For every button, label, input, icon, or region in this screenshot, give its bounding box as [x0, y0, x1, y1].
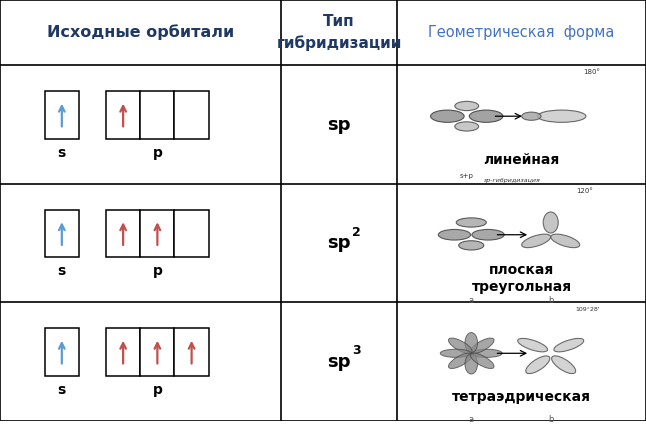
- Ellipse shape: [456, 218, 486, 227]
- Ellipse shape: [472, 230, 505, 240]
- Ellipse shape: [459, 241, 484, 250]
- Ellipse shape: [517, 338, 548, 352]
- Text: sp: sp: [328, 353, 351, 371]
- Text: sp: sp: [328, 116, 351, 133]
- Text: 120°: 120°: [577, 188, 594, 194]
- Text: Исходные орбитали: Исходные орбитали: [47, 25, 234, 40]
- Bar: [140, 91, 174, 139]
- Text: Тип
гибридизации: Тип гибридизации: [276, 14, 402, 51]
- Ellipse shape: [470, 353, 494, 368]
- Text: p: p: [152, 383, 162, 397]
- Text: sp: sp: [328, 234, 351, 252]
- Ellipse shape: [448, 338, 472, 354]
- Text: a: a: [469, 415, 474, 424]
- Text: 109°28': 109°28': [576, 307, 600, 312]
- Bar: [140, 329, 174, 376]
- Ellipse shape: [469, 110, 503, 122]
- Text: тетраэдрическая: тетраэдрическая: [452, 390, 591, 404]
- Bar: [106, 329, 140, 376]
- Text: 180°: 180°: [583, 69, 600, 75]
- Text: p: p: [152, 264, 162, 278]
- Ellipse shape: [543, 212, 558, 233]
- Ellipse shape: [465, 333, 477, 353]
- Bar: [174, 210, 209, 257]
- Ellipse shape: [522, 234, 550, 248]
- Text: a: a: [469, 296, 474, 305]
- Ellipse shape: [441, 349, 472, 357]
- Bar: [45, 210, 79, 257]
- Bar: [174, 329, 209, 376]
- Ellipse shape: [554, 338, 584, 352]
- Bar: [45, 329, 79, 376]
- Text: s: s: [57, 264, 66, 278]
- Text: b: b: [548, 415, 554, 424]
- Text: s+p: s+p: [460, 173, 474, 179]
- Text: Геометрическая  форма: Геометрическая форма: [428, 25, 615, 40]
- Text: s: s: [57, 383, 66, 397]
- Ellipse shape: [537, 110, 586, 122]
- Ellipse shape: [465, 354, 477, 374]
- Text: b: b: [548, 296, 554, 305]
- Text: 3: 3: [352, 344, 361, 357]
- Text: плоская
треугольная: плоская треугольная: [472, 263, 572, 294]
- Bar: [140, 210, 174, 257]
- Ellipse shape: [455, 122, 479, 131]
- Bar: [106, 91, 140, 139]
- Ellipse shape: [448, 353, 472, 368]
- Ellipse shape: [431, 110, 464, 122]
- Ellipse shape: [526, 356, 550, 374]
- Bar: [45, 91, 79, 139]
- Ellipse shape: [551, 234, 579, 248]
- Bar: [174, 91, 209, 139]
- Ellipse shape: [470, 338, 494, 354]
- Text: 2: 2: [352, 226, 361, 239]
- Bar: [106, 210, 140, 257]
- Text: sp-гибридизация: sp-гибридизация: [484, 178, 540, 182]
- Text: p: p: [152, 146, 162, 160]
- Text: s: s: [57, 146, 66, 160]
- Text: линейная: линейная: [483, 153, 560, 167]
- Ellipse shape: [522, 112, 541, 120]
- Ellipse shape: [439, 230, 470, 240]
- Ellipse shape: [455, 101, 479, 110]
- Ellipse shape: [552, 356, 576, 374]
- Ellipse shape: [472, 349, 503, 357]
